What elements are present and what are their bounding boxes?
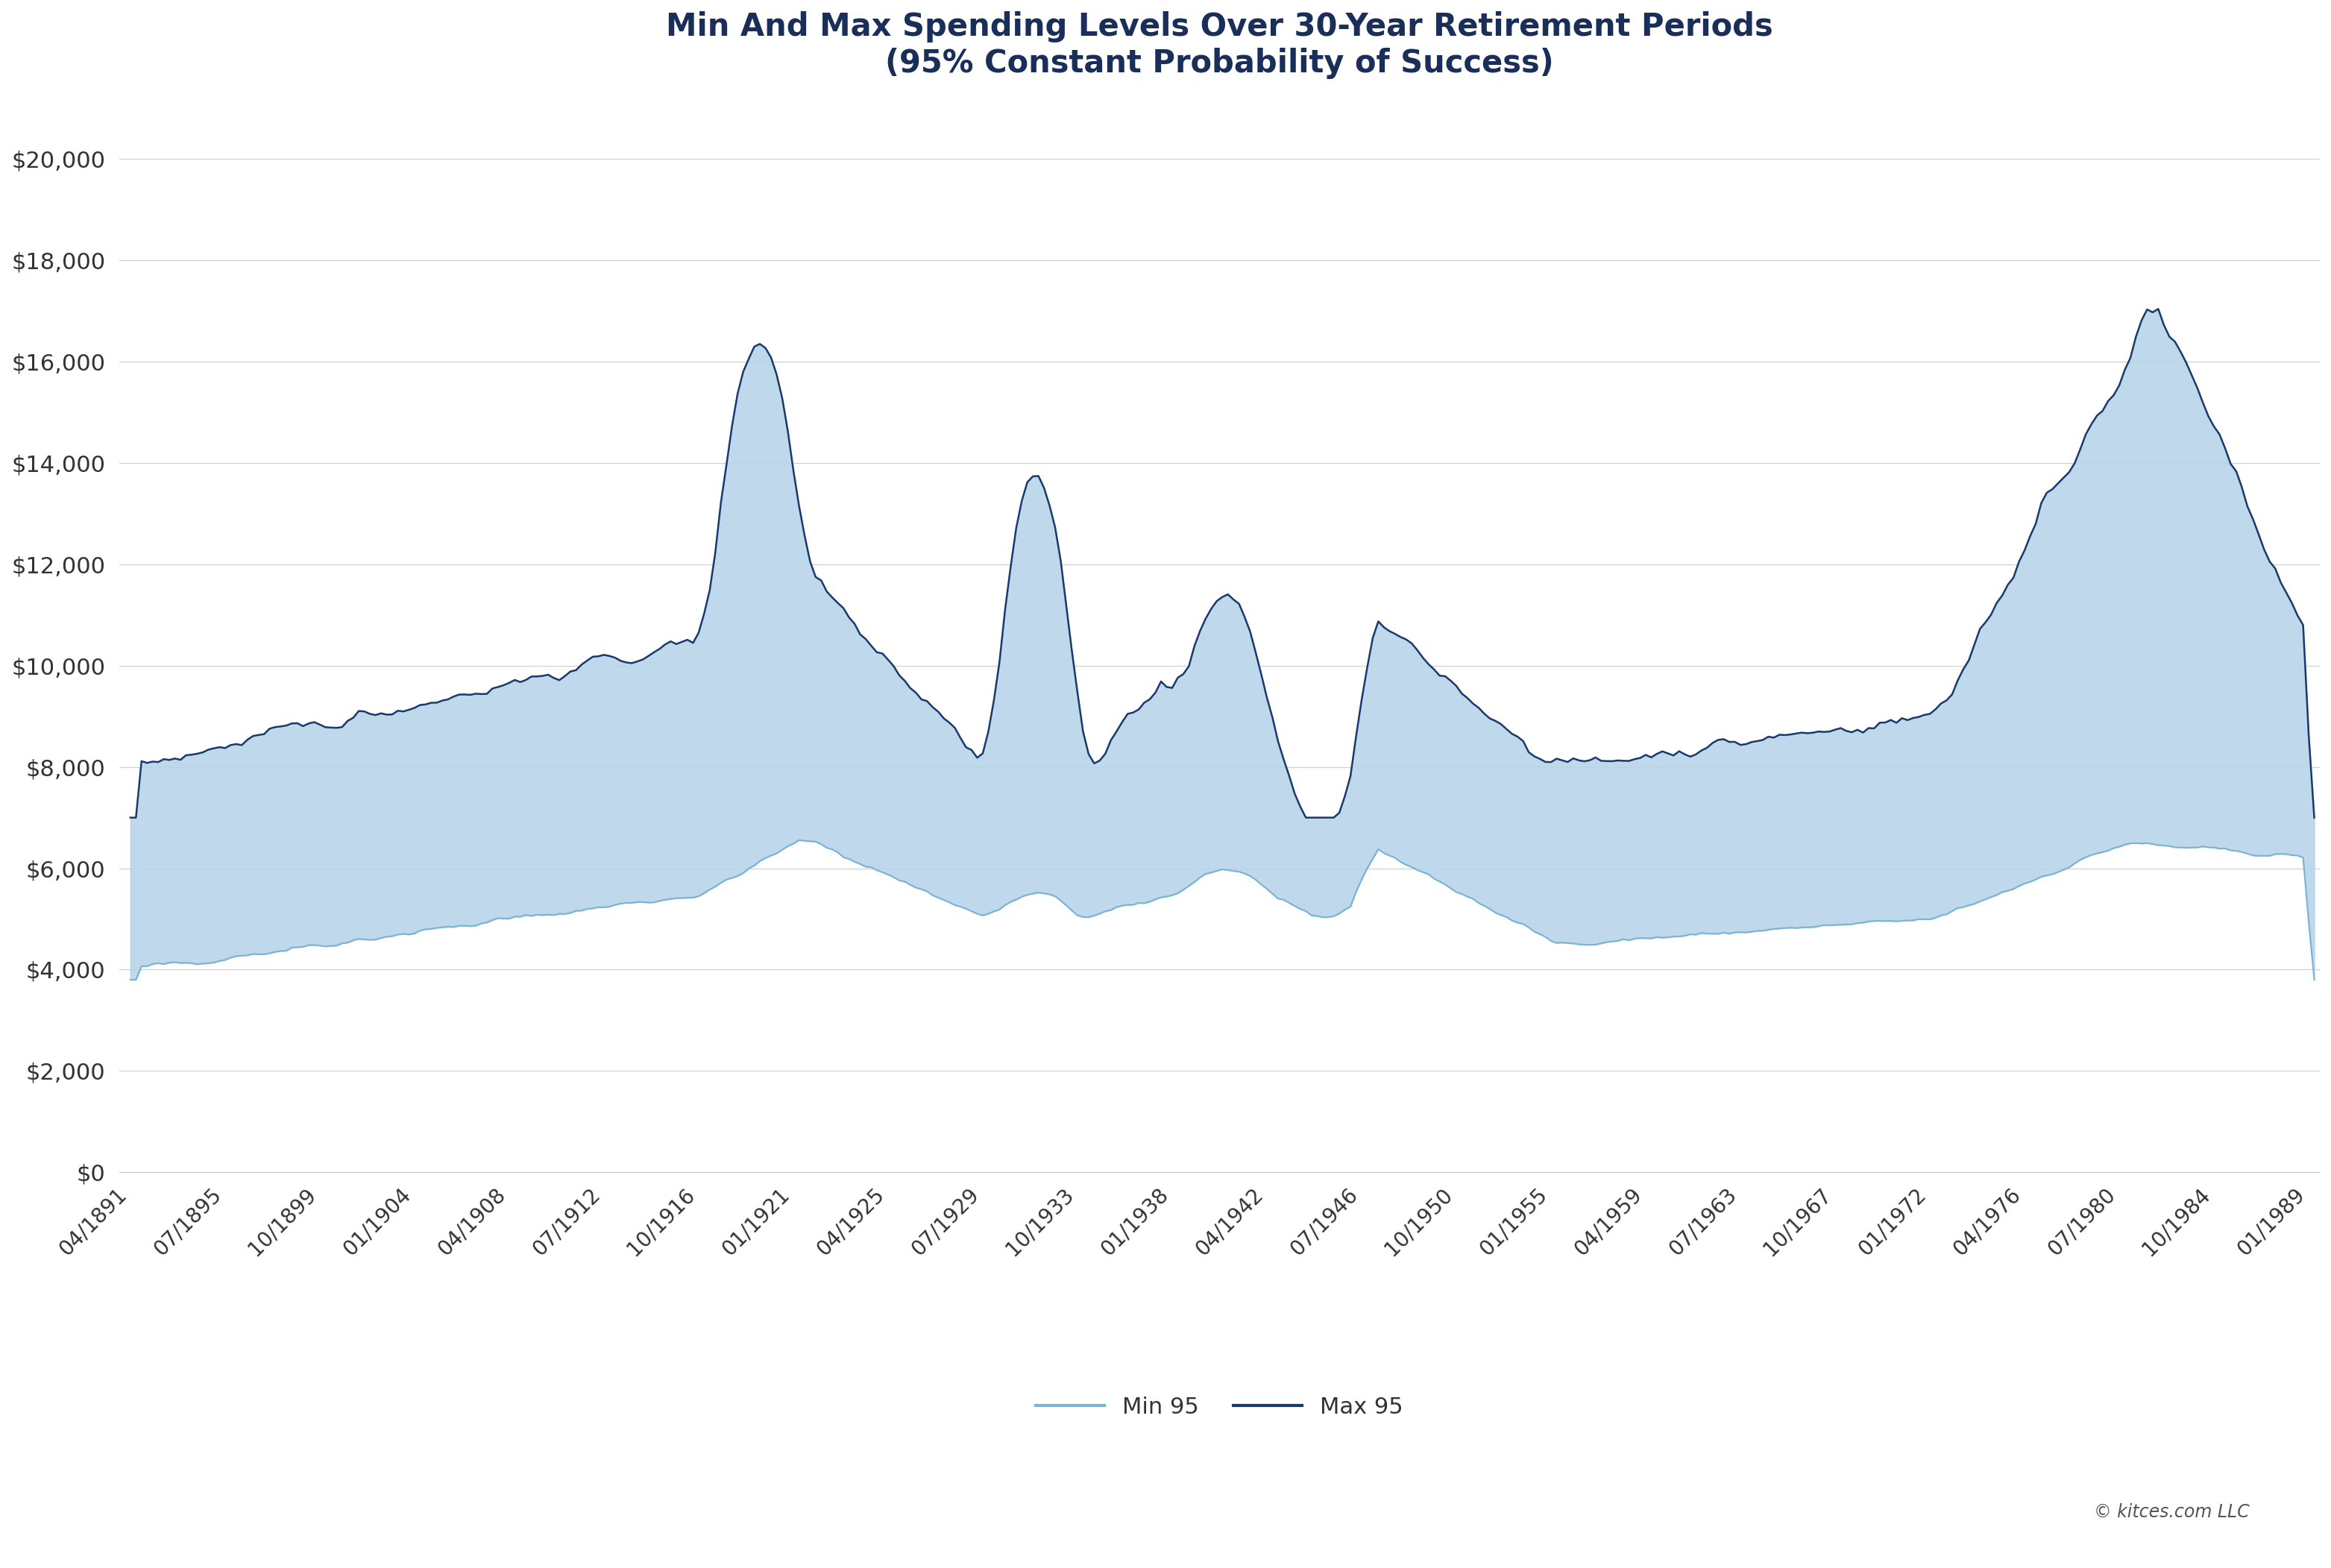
- Text: © kitces.com LLC: © kitces.com LLC: [2093, 1504, 2249, 1521]
- Legend: Min 95, Max 95: Min 95, Max 95: [1026, 1388, 1413, 1427]
- Title: Min And Max Spending Levels Over 30-Year Retirement Periods
(95% Constant Probab: Min And Max Spending Levels Over 30-Year…: [667, 11, 1774, 78]
